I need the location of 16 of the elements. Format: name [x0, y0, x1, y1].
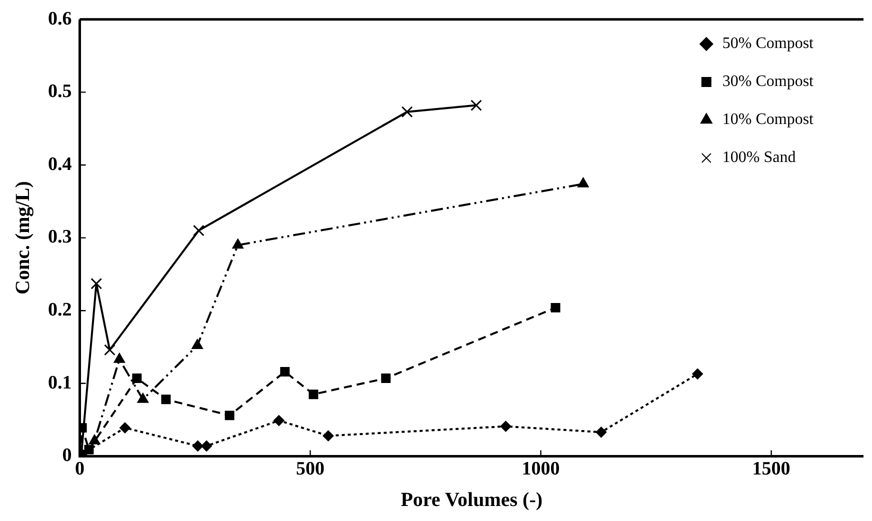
legend-label: 50% Compost [722, 35, 814, 52]
legend-label: 100% Sand [722, 149, 796, 166]
y-tick-label: 0.3 [48, 226, 72, 248]
legend-label: 30% Compost [722, 73, 814, 90]
y-tick-label: 0.5 [48, 81, 72, 102]
x-tick-label: 1500 [752, 458, 790, 480]
y-tick-label: 0.1 [48, 372, 72, 394]
y-tick-label: 0.6 [48, 8, 72, 30]
y-tick-label: 0 [62, 445, 72, 466]
x-axis-title: Pore Volumes (-) [400, 489, 543, 512]
x-tick-label: 500 [296, 458, 325, 480]
y-tick-label: 0.4 [48, 154, 72, 175]
legend-label: 10% Compost [722, 111, 814, 128]
y-axis-title: Conc. (mg/L) [12, 181, 34, 294]
y-tick-label: 0.2 [48, 300, 72, 321]
x-tick-label: 1000 [522, 458, 560, 480]
